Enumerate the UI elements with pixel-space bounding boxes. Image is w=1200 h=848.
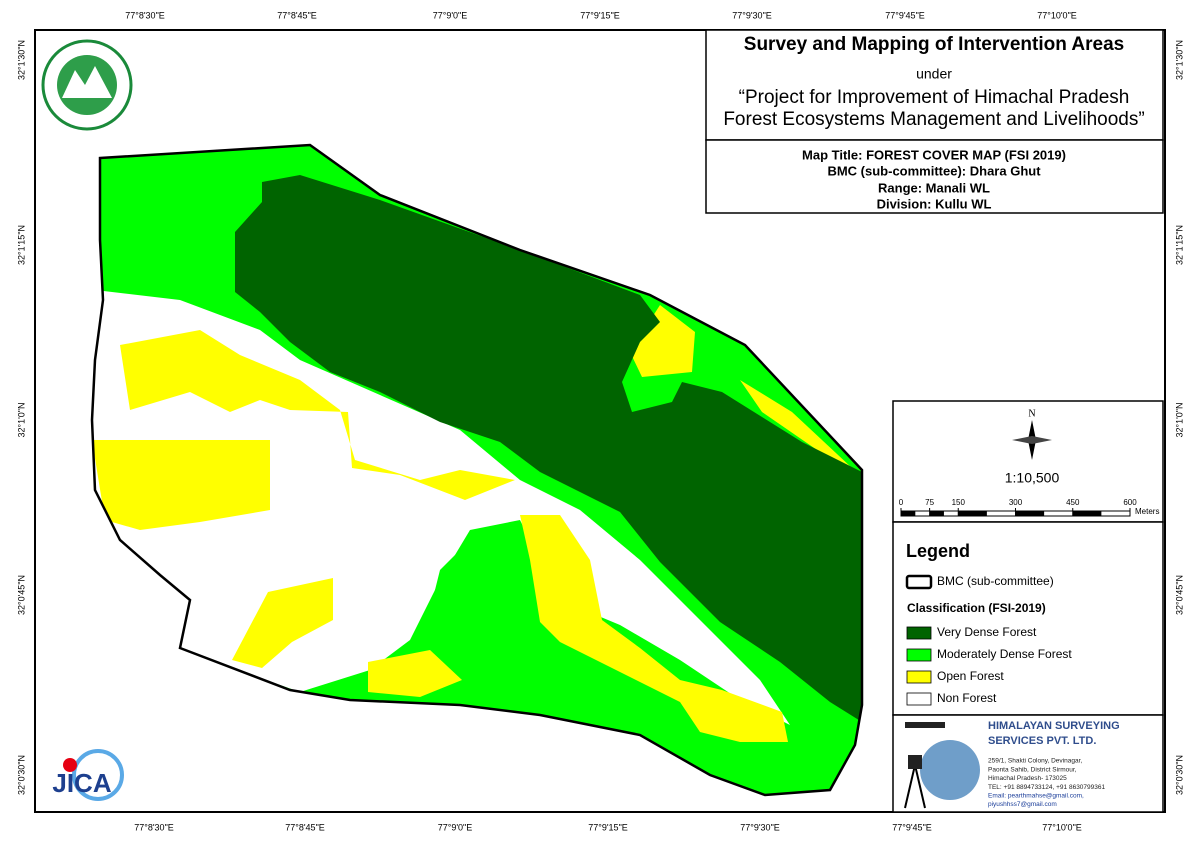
grid-label-right: 32°1'30"N <box>1174 40 1184 80</box>
cover-patch <box>420 530 530 660</box>
address-line: TEL: +91 8894733124, +91 8630799361 <box>988 784 1105 791</box>
scale-tick-label: 300 <box>1009 498 1023 507</box>
grid-label-bottom: 77°10'0"E <box>1042 822 1082 832</box>
cover-patch <box>92 440 270 530</box>
legend-boundary: BMC (sub-committee) <box>937 574 1054 588</box>
grid-labels: 77°8'30"E 77°8'45"E 77°9'0"E 77°9'15"E 77°9'… <box>16 10 1184 832</box>
grid-label-bottom: 77°9'15"E <box>588 822 628 832</box>
tripod <box>914 764 926 809</box>
cover-patch <box>120 330 515 500</box>
scale-unit: Meters <box>1135 507 1159 516</box>
legend-swatch <box>906 692 932 706</box>
legend-swatch <box>906 626 932 640</box>
grid-label-top: 77°8'30"E <box>125 10 165 20</box>
logo-mountains <box>62 66 112 98</box>
scale-tick-label: 0 <box>899 498 904 507</box>
address-line: 259/1, Shakti Colony, Devinagar, <box>988 758 1082 765</box>
cover-patch <box>232 578 333 668</box>
cover-patch <box>368 650 462 697</box>
jica-logo: JICA <box>52 768 111 798</box>
grid-label-left: 32°1'30"N <box>16 40 26 80</box>
address-line: Email: pearthmahse@gmail.com, <box>988 793 1084 800</box>
scale-segment <box>901 511 916 516</box>
company-address: 259/1, Shakti Colony, Devinagar,Paonta S… <box>988 758 1105 809</box>
grid-label-top: 77°8'45"E <box>277 10 317 20</box>
legend-label: Open Forest <box>937 669 1004 683</box>
grid-label-right: 32°1'15"N <box>1174 225 1184 265</box>
legend-swatch <box>906 648 932 662</box>
division: Division: Kullu WL <box>877 196 992 211</box>
grid-label-bottom: 77°8'30"E <box>134 822 174 832</box>
grid-label-top: 77°9'45"E <box>885 10 925 20</box>
company-globe <box>920 740 980 800</box>
grid-label-top: 77°10'0"E <box>1037 10 1077 20</box>
subtitle: under <box>916 66 952 82</box>
drone <box>905 722 945 728</box>
grid-label-bottom: 77°9'0"E <box>438 822 473 832</box>
range: Range: Manali WL <box>878 180 990 195</box>
scale-tick-label: 600 <box>1123 498 1137 507</box>
cover-patch <box>740 380 852 468</box>
legend-items: Very Dense Forest Moderately Dense Forest… <box>906 625 1072 706</box>
grid-label-right: 32°0'45"N <box>1174 575 1184 615</box>
company-name: HIMALAYAN SURVEYING <box>988 720 1120 732</box>
grid-label-left: 32°0'30"N <box>16 755 26 795</box>
scale-bar: 0 75 150 300 450 600 <box>899 498 1137 517</box>
grid-label-top: 77°9'0"E <box>433 10 468 20</box>
compass <box>1012 436 1052 444</box>
grid-label-left: 32°1'15"N <box>16 225 26 265</box>
scale-tick-label: 450 <box>1066 498 1080 507</box>
grid-label-top: 77°9'30"E <box>732 10 772 20</box>
cover-patch <box>630 305 695 377</box>
scale-ratio: 1:10,500 <box>1005 470 1060 486</box>
project-line: Forest Ecosystems Management and Livelih… <box>723 109 1144 130</box>
address-line: Himachal Pradesh- 173025 <box>988 775 1067 782</box>
legend-label: Non Forest <box>937 691 997 705</box>
grid-label-bottom: 77°8'45"E <box>285 822 325 832</box>
title: Survey and Mapping of Intervention Areas <box>744 34 1124 55</box>
scale-segment <box>1072 511 1102 516</box>
bmc: BMC (sub-committee): Dhara Ghut <box>827 163 1041 178</box>
info-box <box>705 139 1164 214</box>
grid-label-bottom: 77°9'45"E <box>892 822 932 832</box>
grid-label-right: 32°1'0"N <box>1174 402 1184 437</box>
scale-tick-label: 150 <box>952 498 966 507</box>
company-name: SERVICES PVT. LTD. <box>988 735 1096 747</box>
bmc-boundary <box>90 143 864 797</box>
scale-box <box>892 400 1164 523</box>
title-box <box>705 29 1164 141</box>
legend-title: Legend <box>906 541 970 561</box>
legend-label: Moderately Dense Forest <box>937 647 1072 661</box>
legend-boundary-swatch <box>905 574 933 590</box>
legend-swatch <box>906 670 932 684</box>
grid-label-bottom: 77°9'30"E <box>740 822 780 832</box>
instrument <box>908 755 922 769</box>
tripod <box>904 764 916 809</box>
scale-segment <box>1015 511 1045 516</box>
map-title: Map Title: FOREST COVER MAP (FSI 2019) <box>802 147 1066 162</box>
project-line: “Project for Improvement of Himachal Pra… <box>739 87 1130 108</box>
classification-title: Classification (FSI-2019) <box>907 601 1046 615</box>
cover-patch <box>235 175 862 722</box>
address-line: Paonta Sahib, District Sirmour, <box>988 766 1077 773</box>
north-label: N <box>1028 408 1035 419</box>
scale-segment <box>929 511 944 516</box>
grid-label-left: 32°0'45"N <box>16 575 26 615</box>
grid-label-left: 32°1'0"N <box>16 402 26 437</box>
scale-tick-label: 75 <box>925 498 934 507</box>
jica-ring <box>72 749 124 801</box>
legend-box <box>892 521 1164 716</box>
legend-label: Very Dense Forest <box>937 625 1037 639</box>
cover-patch <box>520 515 788 742</box>
grid-label-right: 32°0'30"N <box>1174 755 1184 795</box>
address-line: piyushhss7@gmail.com <box>988 801 1057 808</box>
scale-segment <box>958 511 987 516</box>
grid-label-top: 77°9'15"E <box>580 10 620 20</box>
jica-dot <box>63 758 77 772</box>
